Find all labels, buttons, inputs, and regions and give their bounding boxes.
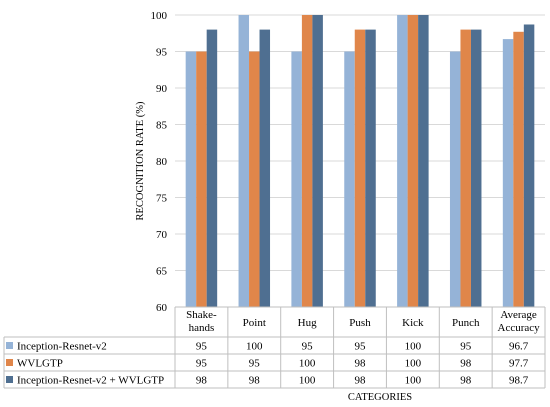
bar xyxy=(354,29,366,307)
table-cell: 100 xyxy=(405,375,422,387)
bar xyxy=(259,29,271,307)
y-tick-label: 65 xyxy=(156,266,168,278)
y-tick-label: 85 xyxy=(156,120,168,132)
legend-entry: Inception-Resnet-v2 xyxy=(17,341,107,353)
table-cell: 95 xyxy=(460,341,472,353)
y-tick-label: 100 xyxy=(151,10,168,22)
table-cell: 98.7 xyxy=(509,375,529,387)
bar xyxy=(196,51,207,307)
table-cell: 95 xyxy=(302,341,314,353)
y-tick-label: 70 xyxy=(156,229,168,241)
bar xyxy=(365,29,376,307)
table-cell: 98 xyxy=(196,375,208,387)
table-cell: 98 xyxy=(355,375,367,387)
bar xyxy=(312,15,323,307)
y-axis-title: RECOGNITION RATE (%) xyxy=(135,101,146,220)
table-cell: 100 xyxy=(405,341,422,353)
bar xyxy=(397,15,408,307)
x-category-label: Average xyxy=(500,309,537,321)
bar xyxy=(418,15,429,307)
y-tick-label: 90 xyxy=(156,83,168,95)
x-category-label: Hug xyxy=(298,317,317,329)
x-category-label: hands xyxy=(189,322,215,334)
y-tick-label: 80 xyxy=(156,156,168,168)
x-category-label: Accuracy xyxy=(498,322,541,334)
table-cell: 96.7 xyxy=(509,341,529,353)
bar xyxy=(449,51,461,307)
bar xyxy=(344,51,355,307)
table-cell: 98 xyxy=(355,358,367,370)
legend-swatch xyxy=(6,342,13,349)
x-category-label: Punch xyxy=(452,317,480,329)
table-cell: 98 xyxy=(460,375,472,387)
bar xyxy=(291,51,302,307)
bar xyxy=(301,15,313,307)
bar xyxy=(460,29,471,307)
y-tick-label: 95 xyxy=(156,47,168,59)
table-cell: 100 xyxy=(405,358,422,370)
bar xyxy=(407,15,419,307)
x-axis-title: CATEGORIES xyxy=(348,392,412,403)
table-cell: 100 xyxy=(246,341,263,353)
bar xyxy=(523,24,535,308)
table-cell: 98 xyxy=(460,358,472,370)
legend-swatch xyxy=(6,376,13,383)
bar xyxy=(502,39,514,308)
table-cell: 95 xyxy=(355,341,367,353)
table-cell: 98 xyxy=(249,375,261,387)
table-cell: 97.7 xyxy=(509,358,529,370)
bar xyxy=(249,51,260,307)
bar xyxy=(513,31,524,307)
bar xyxy=(470,29,482,307)
table-cell: 95 xyxy=(196,358,208,370)
y-tick-label: 75 xyxy=(156,193,168,205)
legend-entry: WVLGTP xyxy=(17,358,63,370)
legend-entry: Inception-Resnet-v2 + WVLGTP xyxy=(17,375,164,387)
legend-swatch xyxy=(6,359,13,366)
y-tick-label: 60 xyxy=(156,302,168,314)
bar xyxy=(206,29,218,307)
table-cell: 100 xyxy=(299,375,316,387)
x-category-label: Shake- xyxy=(186,309,217,321)
table-cell: 95 xyxy=(249,358,261,370)
bar xyxy=(238,15,250,307)
bar xyxy=(185,51,197,307)
x-category-label: Kick xyxy=(402,317,424,329)
table-cell: 95 xyxy=(196,341,208,353)
x-category-label: Push xyxy=(349,317,371,329)
x-category-label: Point xyxy=(243,317,266,329)
table-cell: 100 xyxy=(299,358,316,370)
